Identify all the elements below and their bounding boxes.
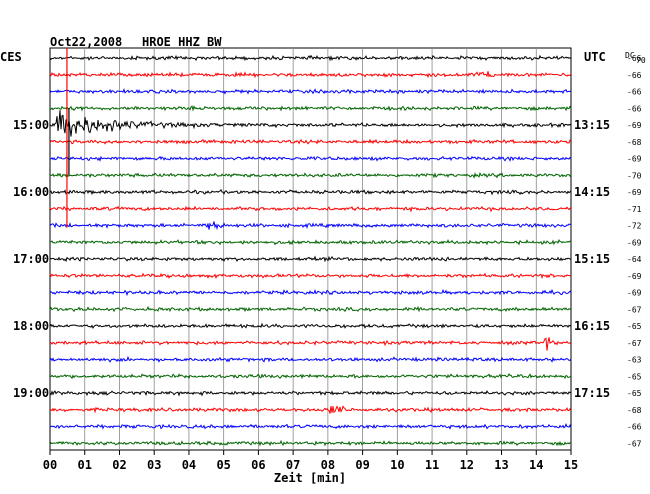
x-tick-label: 05 <box>216 458 230 472</box>
right-hour-label: 15:15 <box>574 252 610 266</box>
dc-offset-label: -69 <box>627 272 642 281</box>
dc-offset-label: -65 <box>627 389 642 398</box>
trace-row <box>49 138 572 145</box>
x-tick-label: 04 <box>182 458 196 472</box>
trace-row <box>49 87 572 95</box>
trace-row <box>49 71 572 79</box>
trace-row <box>49 322 572 329</box>
x-tick-label: 02 <box>112 458 126 472</box>
trace-row <box>49 105 572 112</box>
dc-offset-label: -69 <box>627 188 642 197</box>
dc-offset-label: -68 <box>627 406 642 415</box>
dc-offset-label: -66 <box>627 423 642 432</box>
left-hour-label: 17:00 <box>13 252 49 266</box>
dc-offset-label: -67 <box>627 305 642 314</box>
x-tick-label: 11 <box>425 458 439 472</box>
x-tick-label: 03 <box>147 458 161 472</box>
trace-row <box>49 439 572 447</box>
x-tick-label: 08 <box>321 458 335 472</box>
x-tick-label: 09 <box>355 458 369 472</box>
trace-row <box>49 255 572 263</box>
station-label: HROE HHZ BW <box>142 35 222 49</box>
trace-row <box>49 221 572 231</box>
minute-grid <box>84 48 537 450</box>
dc-offset-label: -66 <box>627 71 642 80</box>
dc-offset-label: -66 <box>627 54 642 63</box>
left-hour-label: 18:00 <box>13 319 49 333</box>
dc-offset-label: -66 <box>627 88 642 97</box>
x-tick-label: 15 <box>564 458 578 472</box>
dc-offset-label: -71 <box>627 205 642 214</box>
date-label: Oct22,2008 <box>50 35 122 49</box>
trace-row <box>49 110 572 137</box>
dc-offset-label: -70 <box>627 171 642 180</box>
x-tick-label: 10 <box>390 458 404 472</box>
right-hour-label: 13:15 <box>574 118 610 132</box>
plot-frame <box>49 47 572 451</box>
dc-offset-label: -69 <box>627 155 642 164</box>
x-axis: 00 01 02 03 04 05 06 07 08 09 10 11 12 13 14 15 <box>43 450 578 472</box>
trace-row <box>49 405 572 414</box>
trace-row <box>49 54 572 62</box>
x-tick-label: 06 <box>251 458 265 472</box>
trace-row <box>50 239 572 246</box>
trace-row <box>49 272 572 280</box>
x-tick-label: 00 <box>43 458 57 472</box>
trace-row <box>49 423 572 430</box>
dc-offset-label: -69 <box>627 238 642 247</box>
dc-offset-label: -67 <box>627 339 642 348</box>
x-tick-label: 13 <box>494 458 508 472</box>
trace-row <box>49 355 572 363</box>
dc-offset-label: -65 <box>627 322 642 331</box>
trace-row <box>49 305 572 313</box>
x-axis-title: Zeit [min] <box>274 471 346 485</box>
dc-offset-label: -68 <box>627 138 642 147</box>
trace-row <box>49 171 572 179</box>
seismogram-traces <box>49 48 572 447</box>
dc-offset-label: -65 <box>627 372 642 381</box>
dc-offset-label: -69 <box>627 121 642 130</box>
trace-row <box>49 337 572 351</box>
left-timezone-label: CES <box>0 50 22 64</box>
right-hour-label: 16:15 <box>574 319 610 333</box>
dc-offset-label: -69 <box>627 289 642 298</box>
trace-row <box>49 155 572 162</box>
right-hour-label: 17:15 <box>574 386 610 400</box>
left-hour-label: 19:00 <box>13 386 49 400</box>
dc-sub-label: 70 <box>636 56 646 65</box>
x-tick-label: 14 <box>529 458 543 472</box>
trace-row <box>49 389 572 397</box>
trace-row <box>49 188 572 196</box>
row-labels: 15:00 16:00 17:00 18:00 19:00 13:15 14:15 15:15… <box>13 54 642 448</box>
trace-row <box>49 205 572 213</box>
dc-label: DC <box>625 51 635 60</box>
x-tick-label: 07 <box>286 458 300 472</box>
right-hour-label: 14:15 <box>574 185 610 199</box>
dc-offset-label: -63 <box>627 356 642 365</box>
trace-row <box>49 288 572 297</box>
dc-offset-label: -66 <box>627 104 642 113</box>
right-timezone-label: UTC <box>584 50 606 64</box>
left-hour-label: 16:00 <box>13 185 49 199</box>
left-hour-label: 15:00 <box>13 118 49 132</box>
dc-offset-label: -64 <box>627 255 642 264</box>
x-tick-label: 12 <box>460 458 474 472</box>
dc-offset-label: -67 <box>627 439 642 448</box>
trace-row <box>49 373 572 380</box>
x-tick-label: 01 <box>78 458 92 472</box>
dc-offset-label: -72 <box>627 222 642 231</box>
